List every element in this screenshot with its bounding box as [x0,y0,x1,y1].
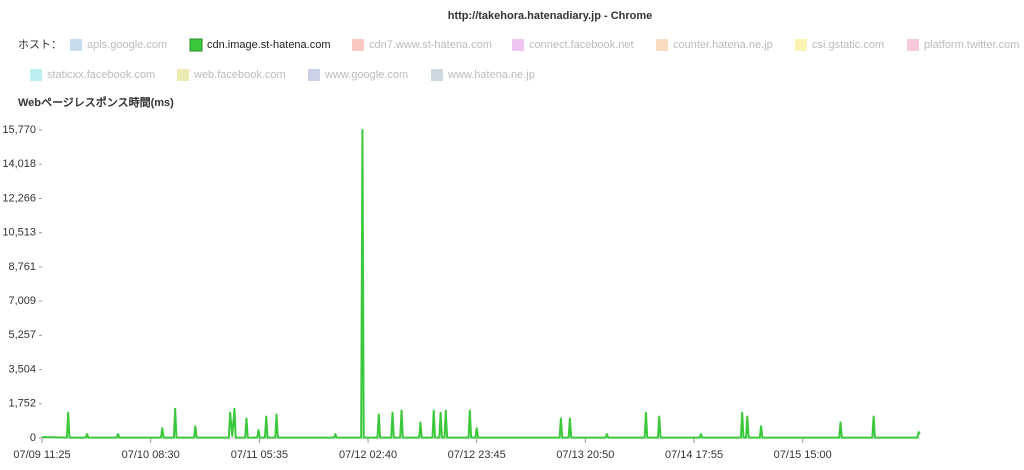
legend-swatch[interactable] [30,69,42,81]
legend-swatch[interactable] [177,69,189,81]
legend-swatch[interactable] [308,69,320,81]
legend-swatch[interactable] [70,39,82,51]
x-tick-label: 07/09 11:25 [13,449,70,461]
y-tick-label: 14,018 [2,158,36,170]
x-tick-label: 07/13 20:50 [556,449,614,461]
y-tick-label: 1,752 [8,398,36,410]
x-tick-label: 07/11 05:35 [231,449,288,461]
legend-label[interactable]: www.hatena.ne.jp [447,69,535,81]
x-tick-label: 07/10 08:30 [122,449,180,461]
legend-label[interactable]: cdn.image.st-hatena.com [207,39,331,51]
series-line [41,129,921,439]
y-tick-label: 0 [30,432,36,444]
legend-label[interactable]: apis.google.com [87,39,167,51]
legend-swatch[interactable] [431,69,443,81]
y-tick-label: 5,257 [8,329,36,341]
legend-label[interactable]: counter.hatena.ne.jp [673,39,773,51]
legend-label[interactable]: csi.gstatic.com [812,39,884,51]
legend-label[interactable]: staticxx.facebook.com [47,69,155,81]
y-tick-label: 10,513 [2,227,36,239]
y-tick-label: 12,266 [2,192,36,204]
legend-label[interactable]: connect.facebook.net [529,39,634,51]
chart-title: http://takehora.hatenadiary.jp - Chrome [448,10,653,22]
y-tick-label: 3,504 [8,363,36,375]
legend-swatch[interactable] [512,39,524,51]
y-axis-title: Webページレスポンス時間(ms) [18,95,174,109]
legend-label[interactable]: platform.twitter.com [924,39,1019,51]
x-tick-label: 07/15 15:00 [774,449,832,461]
legend-swatch[interactable] [352,39,364,51]
legend-swatch[interactable] [656,39,668,51]
x-tick-label: 07/12 02:40 [339,449,397,461]
legend-swatch[interactable] [907,39,919,51]
x-tick-label: 07/14 17:55 [665,449,723,461]
legend-label[interactable]: web.facebook.com [193,69,286,81]
legend-label[interactable]: www.google.com [324,69,408,81]
legend-label[interactable]: cdn7.www.st-hatena.com [369,39,492,51]
y-tick-label: 15,770 [2,124,36,136]
legend-title: ホスト： [18,38,62,51]
y-tick-label: 8,761 [8,261,36,273]
x-tick-label: 07/12 23:45 [448,449,506,461]
legend-swatch[interactable] [189,38,203,52]
y-tick-label: 7,009 [8,295,36,307]
legend-swatch[interactable] [795,39,807,51]
